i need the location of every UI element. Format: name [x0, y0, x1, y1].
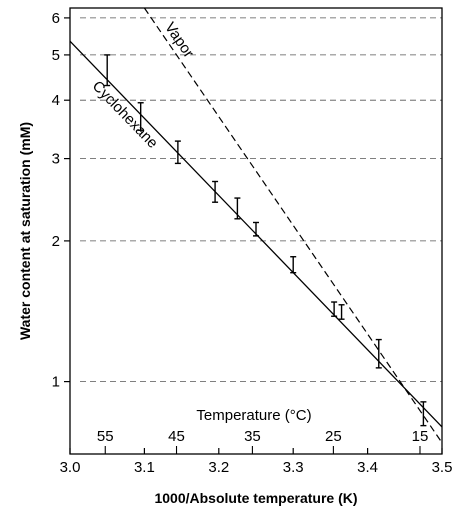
gridlines: [80, 17, 442, 383]
x-tick-label: 3.3: [283, 459, 304, 476]
data-points: [104, 54, 427, 427]
x-tick-label: 3.0: [60, 459, 81, 476]
error-bar-point: [331, 301, 338, 317]
error-bar-point: [375, 338, 382, 369]
x-tick-label: 3.2: [208, 459, 229, 476]
y-tick-label: 2: [52, 233, 60, 250]
temperature-tick-label: 45: [168, 428, 185, 445]
temperature-tick-label: 25: [325, 428, 342, 445]
error-bar-point: [420, 401, 427, 427]
error-bar-point: [234, 197, 241, 220]
secondary-axis-title: Temperature (°C): [196, 407, 311, 424]
error-bar-point: [212, 180, 219, 203]
y-axis-title: Water content at saturation (mM): [17, 122, 33, 340]
error-bar-point: [174, 140, 181, 165]
y-tick-label: 1: [52, 374, 60, 391]
plot-frame: [69, 7, 443, 455]
x-tick-label: 3.4: [357, 459, 378, 476]
temperature-tick-label: 15: [412, 428, 429, 445]
error-bar-point: [290, 256, 297, 274]
temperature-tick-label: 55: [97, 428, 114, 445]
x-axis-title: 1000/Absolute temperature (K): [154, 490, 357, 506]
error-bar-point: [338, 304, 345, 320]
y-tick-label: 5: [52, 47, 60, 64]
error-bar-point: [104, 54, 111, 87]
temperature-tick-label: 35: [244, 428, 261, 445]
y-tick-label: 3: [52, 151, 60, 168]
x-tick-label: 3.1: [134, 459, 155, 476]
cyclohexane-line-label: Cyclohexane: [89, 78, 161, 152]
error-bar-point: [137, 102, 144, 131]
y-tick-label: 4: [52, 92, 60, 109]
vapor-fit-line: [143, 7, 443, 444]
x-tick-label: 3.5: [432, 459, 453, 476]
error-bar-point: [253, 221, 259, 237]
y-tick-label: 6: [52, 10, 60, 27]
